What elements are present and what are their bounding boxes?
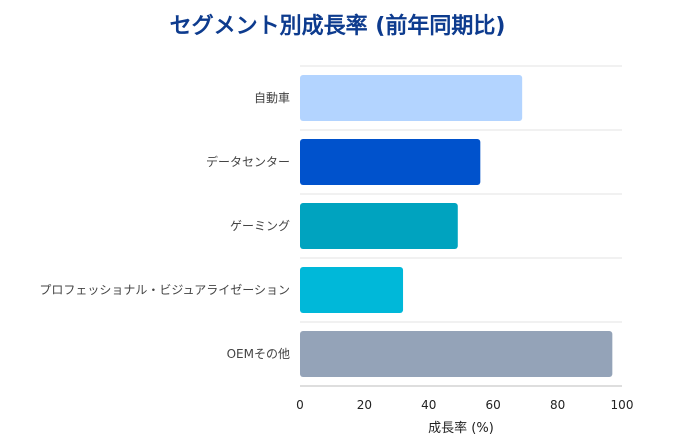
category-label: 自動車 [254,91,290,105]
bar-1 [300,74,523,122]
category-label: プロフェッショナル・ビジュアライゼーション [39,283,290,297]
bar-3 [300,202,458,250]
x-axis-title: 成長率 (%) [428,420,494,436]
x-tick-label: 60 [486,398,501,412]
x-tick-label: 80 [550,398,565,412]
x-tick-label: 20 [357,398,372,412]
x-tick-label: 100 [611,398,634,412]
category-label: ゲーミング [230,219,290,233]
category-label: OEMその他 [227,347,290,361]
bars [300,74,613,378]
x-tick-label: 40 [421,398,436,412]
x-tick-label: 0 [296,398,304,412]
bar-2 [300,138,481,186]
category-label: データセンター [206,154,290,169]
bar-4 [300,266,404,314]
x-tick-labels: 0 20 40 60 80 100 [296,398,633,412]
chart-title: セグメント別成長率 (前年同期比) [169,14,506,39]
bar-5 [300,330,613,378]
